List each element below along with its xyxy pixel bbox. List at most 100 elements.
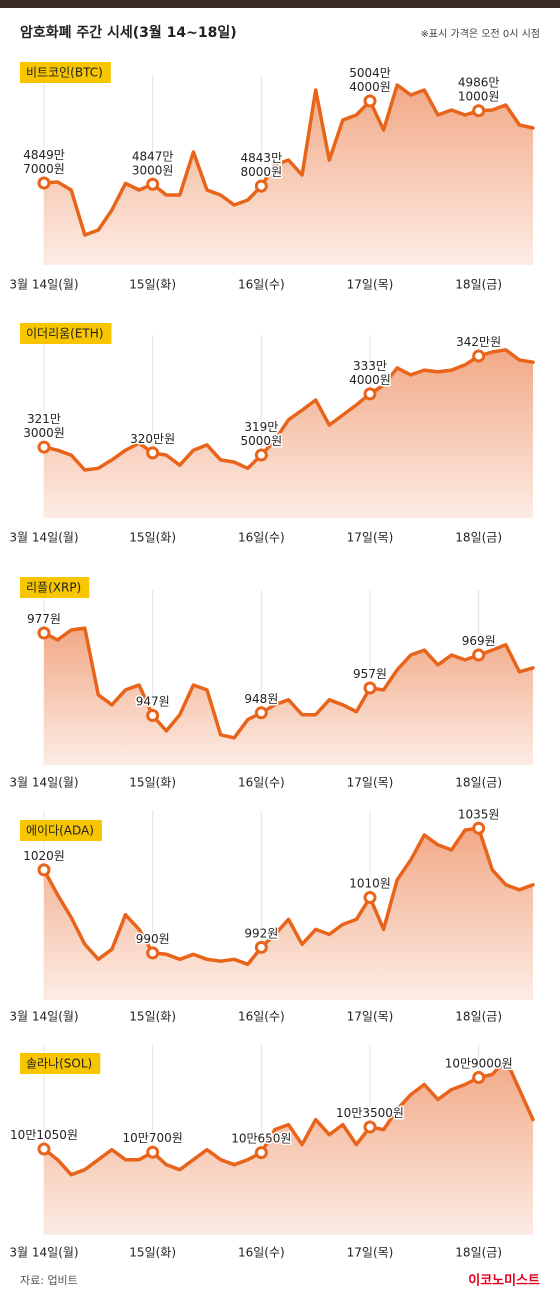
value-label: 1020원	[23, 848, 65, 862]
value-label-line: 10만1050원	[10, 1128, 78, 1142]
chart-title: 솔라나(SOL)	[26, 1057, 92, 1071]
price-line	[42, 626, 535, 740]
marker	[37, 626, 51, 640]
area-fill	[44, 85, 533, 265]
x-tick-label: 15일(화)	[129, 776, 176, 790]
value-label-line: 4847만	[132, 149, 174, 163]
price-line	[42, 348, 535, 472]
marker	[363, 681, 377, 695]
x-tick-label: 17일(목)	[347, 1010, 394, 1024]
value-label-line: 948원	[244, 691, 278, 705]
area-fill	[44, 1059, 533, 1235]
x-tick-label: 15일(화)	[129, 531, 176, 545]
value-label: 947원	[136, 694, 170, 708]
value-label: 977원	[27, 612, 61, 626]
chart-title: 이더리움(ETH)	[26, 327, 103, 341]
marker	[37, 176, 51, 190]
value-label: 342만원	[456, 335, 501, 349]
note: ※표시 가격은 오전 0시 시점	[421, 27, 540, 40]
x-tick-label: 17일(목)	[347, 1246, 394, 1260]
x-tick-label: 3월 14일(월)	[9, 1246, 78, 1260]
marker	[146, 446, 160, 460]
x-tick-label: 16일(수)	[238, 278, 285, 292]
value-label: 4847만 3000원	[132, 149, 174, 177]
value-label-line: 3000원	[23, 426, 65, 440]
value-label-line: 10만650원	[231, 1131, 291, 1145]
value-label: 333만 4000원	[349, 358, 391, 386]
value-label: 4849만 7000원	[23, 148, 65, 176]
value-label-line: 4986만	[458, 75, 500, 89]
x-tick-label: 18일(금)	[455, 776, 502, 790]
x-tick-label: 15일(화)	[129, 278, 176, 292]
value-label: 10만3500원	[336, 1106, 404, 1120]
value-label-line: 4843만	[241, 151, 283, 165]
value-label: 10만9000원	[445, 1056, 513, 1070]
value-label-line: 7000원	[23, 162, 65, 176]
value-label-line: 4000원	[349, 80, 391, 94]
value-label: 948원	[244, 691, 278, 705]
chart-title: 비트코인(BTC)	[26, 66, 103, 80]
price-line	[42, 1057, 535, 1177]
x-tick-label: 16일(수)	[238, 776, 285, 790]
value-label-line: 3000원	[132, 163, 174, 177]
label-box	[20, 323, 112, 344]
marker	[472, 349, 486, 363]
marker	[472, 821, 486, 835]
value-label: 5004만 4000원	[349, 66, 391, 94]
value-label-line: 320만원	[130, 431, 175, 445]
value-label-line: 1010원	[349, 876, 391, 890]
value-label: 320만원	[130, 431, 175, 445]
x-tick-label: 18일(금)	[455, 1010, 502, 1024]
source: 자료: 업비트	[20, 1274, 78, 1287]
value-label-line: 1020원	[23, 848, 65, 862]
label-box	[20, 1053, 101, 1074]
value-label: 319만 5000원	[241, 420, 283, 448]
value-label: 4843만 8000원	[241, 151, 283, 179]
value-label: 969원	[462, 634, 496, 648]
value-label: 4986만 1000원	[458, 75, 500, 103]
value-label-line: 5000원	[241, 434, 283, 448]
x-tick-label: 16일(수)	[238, 1010, 285, 1024]
price-line	[42, 826, 535, 967]
marker	[37, 863, 51, 877]
value-label-line: 8000원	[241, 165, 283, 179]
x-tick-label: 17일(목)	[347, 531, 394, 545]
value-label-line: 321만	[27, 412, 61, 426]
marker	[363, 94, 377, 108]
marker	[363, 891, 377, 905]
marker	[254, 448, 268, 462]
value-label-line: 342만원	[456, 335, 501, 349]
marker	[472, 648, 486, 662]
chart-title: 에이다(ADA)	[26, 824, 94, 838]
x-tick-label: 17일(목)	[347, 278, 394, 292]
marker	[146, 177, 160, 191]
marker	[254, 940, 268, 954]
value-label-line: 990원	[136, 931, 170, 945]
value-label-line: 319만	[244, 420, 278, 434]
x-tick-label: 3월 14일(월)	[9, 1010, 78, 1024]
marker	[472, 104, 486, 118]
value-label-line: 992원	[244, 926, 278, 940]
value-label-line: 10만700원	[123, 1131, 183, 1145]
x-tick-label: 3월 14일(월)	[9, 776, 78, 790]
x-tick-label: 3월 14일(월)	[9, 531, 78, 545]
value-label-line: 957원	[353, 667, 387, 681]
marker	[254, 1146, 268, 1160]
label-box	[20, 820, 102, 841]
area-fill	[44, 628, 533, 765]
marker	[254, 706, 268, 720]
value-label-line: 969원	[462, 634, 496, 648]
value-label: 990원	[136, 931, 170, 945]
value-label-line: 10만3500원	[336, 1106, 404, 1120]
chart-title: 리플(XRP)	[26, 581, 81, 595]
marker	[254, 179, 268, 193]
value-label-line: 1000원	[458, 89, 500, 103]
x-tick-label: 18일(금)	[455, 531, 502, 545]
marker	[146, 946, 160, 960]
value-label-line: 333만	[353, 358, 387, 372]
marker	[146, 709, 160, 722]
x-tick-label: 17일(목)	[347, 776, 394, 790]
area-fill	[44, 349, 533, 518]
value-label-line: 4000원	[349, 372, 391, 386]
